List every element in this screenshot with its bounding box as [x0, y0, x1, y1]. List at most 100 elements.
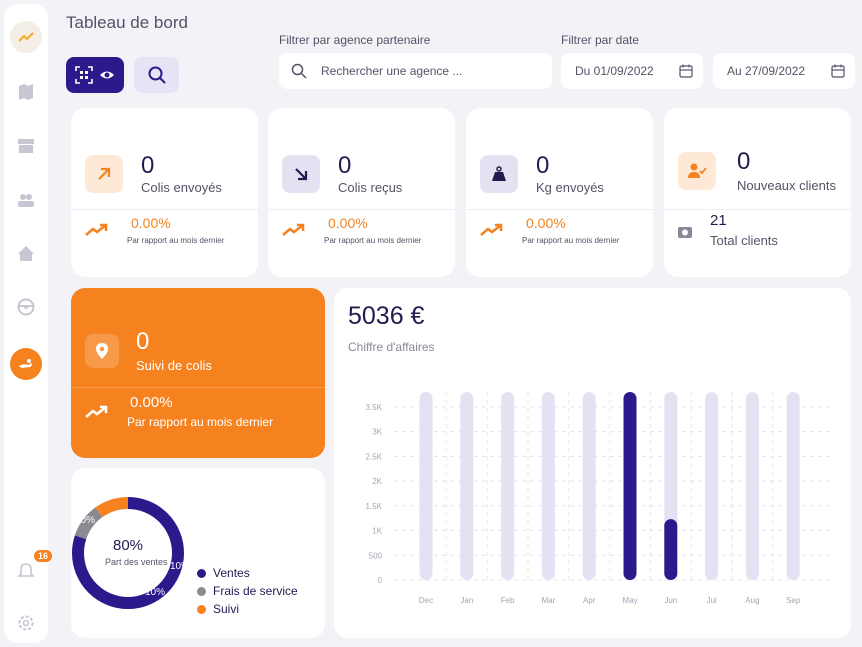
search-button[interactable]: [134, 57, 179, 93]
map-icon: [19, 84, 33, 100]
notification-badge: 16: [34, 550, 53, 562]
camera-icon: [678, 227, 692, 238]
total-clients-value: 21: [710, 212, 727, 229]
tracking-icon-wrap: [85, 334, 119, 368]
donut-center-label: Part des ventes: [105, 557, 168, 567]
revenue-bar-chart: 0 500 1K 1.5K 2K 2.5K 3K 3.5K Dec Jan Feb Mar Apr May…: [366, 392, 831, 605]
date-to-field[interactable]: Au 27/09/2022: [713, 53, 855, 89]
legend-dot: [197, 568, 206, 578]
sidebar-item-steering[interactable]: [10, 291, 42, 323]
total-clients-label: Total clients: [710, 233, 778, 248]
x-tick-label: Apr: [583, 596, 596, 605]
stat-card-colis-envoyes: 0 Colis envoyés 0.00% Par rapport au moi…: [71, 108, 258, 277]
users-icon: [18, 194, 34, 207]
bell-icon: [17, 563, 35, 577]
calendar-icon: [831, 64, 845, 78]
eye-icon: [100, 71, 114, 79]
y-tick-label: 3.5K: [366, 403, 383, 412]
sidebar-item-trending[interactable]: [10, 21, 42, 53]
notifications-button[interactable]: 16: [10, 550, 53, 586]
x-tick-label: Sep: [786, 596, 801, 605]
legend-label: Ventes: [213, 566, 250, 580]
y-tick-label: 500: [369, 551, 383, 560]
y-tick-label: 2K: [372, 477, 382, 486]
page-title: Tableau de bord: [66, 13, 188, 32]
legend-item: Ventes: [197, 566, 298, 580]
stat-icon-wrap: [480, 155, 518, 193]
bar-track: [745, 392, 759, 580]
date-from-field[interactable]: Du 01/09/2022: [561, 53, 703, 89]
divider: [71, 387, 325, 388]
search-icon: [148, 66, 166, 84]
sidebar-item-box[interactable]: [10, 130, 42, 162]
tracking-card: 0 Suivi de colis 0.00% Par rapport au mo…: [71, 288, 325, 458]
location-pin-icon: [96, 343, 108, 359]
tracking-label: Suivi de colis: [136, 358, 212, 373]
scan-view-button[interactable]: [66, 57, 124, 93]
legend-dot: [197, 586, 206, 596]
y-tick-label: 1.5K: [366, 502, 383, 511]
x-tick-label: Mar: [542, 596, 556, 605]
trending-up-icon: [282, 223, 305, 236]
legend-dot: [197, 604, 206, 614]
stat-percentage: 0.00%: [131, 215, 171, 231]
tracking-percentage: 0.00%: [130, 394, 173, 411]
sidebar-item-users[interactable]: [10, 184, 42, 216]
stat-value: 0: [141, 152, 155, 179]
sidebar-item-map[interactable]: [10, 76, 42, 108]
stat-icon-wrap: [85, 155, 123, 193]
y-tick-label: 1K: [372, 527, 382, 536]
search-icon: [291, 63, 307, 79]
x-tick-label: Aug: [745, 596, 759, 605]
stat-percentage: 0.00%: [526, 215, 566, 231]
new-clients-value: 0: [737, 148, 751, 175]
bar-track: [419, 392, 433, 580]
user-check-icon: [688, 163, 707, 178]
settings-button[interactable]: [10, 607, 42, 639]
stat-card-colis-recus: 0 Colis reçus 0.00% Par rapport au mois …: [268, 108, 455, 277]
divider: [664, 209, 851, 210]
stat-label: Colis reçus: [338, 180, 403, 195]
bar-track: [705, 392, 719, 580]
trending-up-icon: [85, 405, 108, 418]
home-icon: [18, 246, 34, 261]
bar-may[interactable]: [623, 392, 637, 580]
gear-icon: [18, 615, 34, 631]
trending-icon: [18, 32, 34, 42]
agency-filter-label: Filtrer par agence partenaire: [279, 33, 431, 47]
date-to-value: Au 27/09/2022: [727, 64, 806, 78]
agency-search[interactable]: [279, 53, 552, 89]
sidebar-item-finance[interactable]: [10, 348, 42, 380]
agency-search-input[interactable]: [321, 64, 521, 78]
qr-scan-icon: [75, 66, 93, 84]
stat-card-clients: 0 Nouveaux clients 21 Total clients: [664, 108, 851, 277]
stat-label: Colis envoyés: [141, 180, 222, 195]
bar-track: [582, 392, 596, 580]
legend-item: Frais de service: [197, 584, 298, 598]
stat-percentage-caption: Par rapport au mois dernier: [127, 236, 225, 245]
bar-jun[interactable]: [664, 519, 678, 580]
arrow-down-right-icon: [295, 168, 308, 181]
legend-item: Suivi: [197, 602, 298, 616]
divider: [268, 209, 455, 210]
stat-value: 0: [338, 152, 352, 179]
donut-slice-suivi: [72, 497, 184, 609]
revenue-card: 5036 € Chiffre d'affaires 0 500 1K 1.5K 2K 2.…: [334, 288, 851, 638]
sales-share-card: 80% Part des ventes 10% 10% 10% Ventes F…: [71, 468, 325, 638]
trending-up-icon: [480, 223, 503, 236]
sidebar-item-home[interactable]: [10, 238, 42, 270]
donut-slice-label: 10%: [170, 561, 191, 572]
bar-track: [460, 392, 474, 580]
stat-card-kg-envoyes: 0 Kg envoyés 0.00% Par rapport au mois d…: [466, 108, 653, 277]
tracking-value: 0: [136, 328, 150, 355]
legend-label: Frais de service: [213, 584, 298, 598]
weight-icon: [492, 166, 506, 181]
x-tick-label: May: [622, 596, 637, 605]
stat-icon-wrap: [282, 155, 320, 193]
y-tick-label: 2.5K: [366, 452, 383, 461]
steering-wheel-icon: [17, 298, 35, 316]
legend-label: Suivi: [213, 602, 240, 616]
stat-percentage-caption: Par rapport au mois dernier: [324, 236, 422, 245]
hand-coin-icon: [19, 359, 33, 368]
bar-track: [501, 392, 515, 580]
